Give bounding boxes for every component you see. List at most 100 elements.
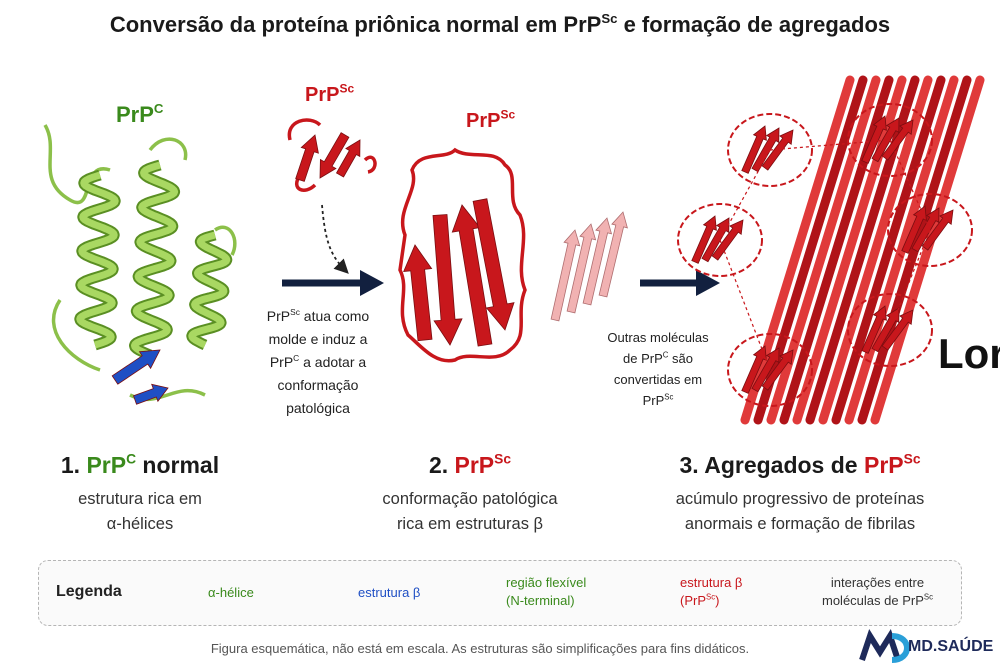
text: α-hélices — [106, 515, 174, 533]
step-3-desc: acúmulo progressivo de proteínas anormais… — [640, 487, 960, 537]
text: conformação — [277, 377, 359, 393]
step-1-name: 1. PrPC normal — [20, 452, 260, 479]
beta-strand — [861, 115, 887, 164]
text: moléculas de PrP — [822, 593, 924, 608]
label-text: PrP — [116, 102, 154, 127]
text: PrP — [454, 452, 495, 478]
beta-strand — [871, 307, 900, 353]
beta-strand — [761, 129, 794, 171]
text: estrutura β — [680, 575, 743, 590]
text: atua como — [299, 308, 370, 324]
prpc-label: PrPC — [116, 102, 163, 128]
logo-mark — [859, 629, 901, 661]
text: anormais e formação de fibrilas — [684, 515, 916, 533]
text: 1. — [60, 452, 81, 478]
faded-strand — [598, 211, 628, 298]
prpc-structure — [43, 124, 237, 405]
text: Outras moléculas — [607, 330, 709, 345]
helix — [131, 161, 179, 359]
step-1-desc: estrutura rica em α-hélices — [20, 487, 260, 537]
title: Conversão da proteína priônica normal em… — [0, 12, 1000, 38]
text: PrP — [86, 452, 127, 478]
beta-strand — [911, 207, 940, 253]
label-sup: C — [153, 100, 164, 116]
label-sup: Sc — [339, 81, 355, 96]
text: PrP — [266, 308, 291, 324]
text: acúmulo progressivo de proteínas — [675, 490, 925, 508]
text: C — [126, 451, 137, 467]
cluster-loop — [847, 103, 933, 177]
cluster-loop — [727, 333, 813, 407]
step-2-desc: conformação patológica rica em estruturas… — [350, 487, 590, 537]
beta-strand — [295, 134, 319, 182]
logo: MD.SAÚDE — [908, 638, 994, 655]
beta-strand — [403, 244, 433, 342]
text: Sc — [706, 592, 716, 602]
title-sup: Sc — [601, 10, 618, 26]
text: rica em estruturas β — [396, 515, 544, 533]
beta-strand — [901, 205, 927, 254]
text: C — [293, 353, 300, 364]
text: Sc — [903, 451, 921, 467]
beta-strand — [711, 219, 744, 261]
beta-strand — [751, 347, 780, 393]
cluster-loop — [677, 203, 763, 277]
note-line: PrPSc — [598, 390, 718, 411]
text: (PrP — [680, 593, 706, 608]
text: estrutura β — [358, 585, 421, 600]
text: PrP — [863, 452, 904, 478]
interaction — [719, 149, 771, 241]
text: ) — [715, 593, 720, 608]
flow-arrow-head — [360, 270, 384, 296]
faded-strand — [550, 229, 581, 322]
text: Sc — [494, 451, 512, 467]
text: de PrP — [623, 351, 663, 366]
interaction — [889, 139, 931, 231]
legend-item: estrutura β (PrPSc) — [680, 574, 742, 610]
logo-mark — [891, 633, 910, 663]
text: convertidas em — [613, 372, 703, 387]
beta-strand — [861, 305, 887, 354]
helix — [188, 231, 231, 349]
text: molde e induz a — [268, 331, 368, 347]
note-line: de PrPC são — [598, 348, 718, 369]
label-text: PrP — [466, 110, 501, 132]
faded-strand — [566, 223, 597, 314]
beta-strand — [881, 119, 914, 161]
flow-arrow-head — [696, 270, 720, 296]
text: α-hélice — [208, 585, 254, 600]
text: são — [668, 351, 693, 366]
fibril-strand — [831, 75, 946, 425]
legend-item: região flexível (N-terminal) — [506, 574, 586, 610]
text: interações entre — [830, 575, 925, 590]
text: patológica — [286, 400, 350, 416]
beta-strand — [132, 383, 169, 405]
text: a adotar a — [299, 354, 367, 370]
beta-strand — [335, 139, 361, 178]
legend-title: Legenda — [56, 583, 122, 600]
text: Agregados de — [704, 452, 864, 478]
note-2: Outras moléculas de PrPC são convertidas… — [598, 327, 718, 411]
beta-strand — [432, 214, 463, 346]
legend-item: estrutura β — [358, 584, 420, 602]
beta-strand — [691, 215, 717, 264]
beta-strand — [319, 132, 350, 179]
cluster-loop — [727, 113, 813, 187]
legend-item: interações entre moléculas de PrPSc — [822, 574, 933, 610]
beta-strand — [701, 217, 730, 263]
text: PrP — [269, 354, 294, 370]
fibril-strand — [766, 75, 881, 425]
prpsc-small-label: PrPSc — [305, 81, 355, 107]
beta-strand — [741, 345, 767, 394]
note-line: convertidas em — [598, 369, 718, 390]
text: normal — [136, 452, 220, 478]
fibril-strand — [753, 75, 868, 425]
helix — [76, 171, 119, 349]
dotted-arrow — [321, 204, 349, 274]
footer: Figura esquemática, não está em escala. … — [210, 641, 750, 656]
prpsc-label: PrPSc — [466, 109, 515, 133]
note-line: Outras moléculas — [598, 327, 718, 348]
cluster-loop — [887, 193, 973, 267]
aggregate — [677, 75, 985, 425]
note-line: molde e induz a — [248, 328, 388, 351]
